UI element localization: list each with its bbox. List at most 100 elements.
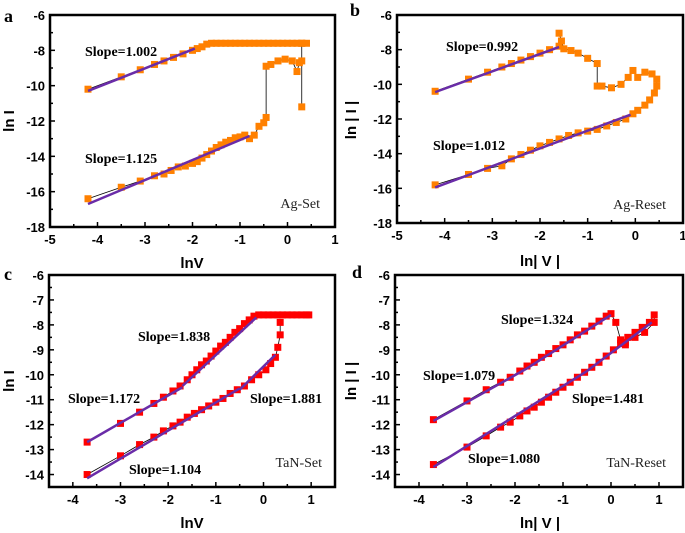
data-point-low xyxy=(650,318,658,326)
y-tick-label: -6 xyxy=(380,8,392,23)
data-point-high xyxy=(265,39,272,47)
plot-frame xyxy=(393,273,685,489)
data-point-high xyxy=(222,39,230,47)
data-point-low xyxy=(117,452,124,460)
y-tick-label: -10 xyxy=(26,79,45,94)
data-point-low xyxy=(190,409,198,417)
data-point-high xyxy=(269,39,277,47)
data-point-low xyxy=(629,66,637,74)
data-point-high xyxy=(198,361,206,369)
slope-label: Slope=1.481 xyxy=(572,392,644,407)
plot-frame xyxy=(47,273,337,489)
y-tick-label: -12 xyxy=(26,114,45,129)
y-tick-label: -11 xyxy=(372,393,390,408)
data-point-low xyxy=(271,353,279,361)
data-point-low xyxy=(624,333,632,341)
plot-frame xyxy=(395,13,685,225)
sample-label: Ag-Set xyxy=(280,197,320,212)
panel-letter: d xyxy=(352,262,362,282)
y-tick-label: -11 xyxy=(26,393,44,408)
data-point-low xyxy=(298,103,306,111)
data-point-high xyxy=(283,311,291,319)
panel-letter: b xyxy=(350,0,360,20)
slope-label: Slope=1.881 xyxy=(250,392,322,407)
y-tick-label: -14 xyxy=(25,468,45,483)
y-tick-label: -7 xyxy=(378,293,390,308)
data-point-low xyxy=(612,118,620,126)
data-point-low xyxy=(159,427,167,435)
fit-line xyxy=(586,321,653,373)
data-point-high xyxy=(523,362,531,370)
data-point-low xyxy=(497,423,505,431)
x-tick-label: -4 xyxy=(439,228,451,243)
data-point-low xyxy=(274,343,282,351)
data-point-high xyxy=(250,312,258,320)
data-point-high xyxy=(236,39,244,47)
slope-label: Slope=1.838 xyxy=(138,330,210,345)
data-point-high xyxy=(516,367,524,375)
data-point-low xyxy=(482,432,490,440)
data-point-high xyxy=(183,376,191,384)
y-tick-label: -6 xyxy=(378,268,390,283)
data-point-low xyxy=(276,331,284,339)
data-point-high xyxy=(84,85,92,93)
data-point-low xyxy=(617,80,625,88)
x-tick-label: -1 xyxy=(582,228,594,243)
y-tick-label: -14 xyxy=(373,147,393,162)
fit-line xyxy=(87,47,196,93)
panel-c: c-4 -3 -2 -1 0 1-14-13-12-11-10-9-8-7-6lnVln … xyxy=(1,264,337,532)
sample-label: TaN-Set xyxy=(276,456,323,471)
data-point-low xyxy=(634,73,642,81)
data-point-high xyxy=(217,342,225,350)
data-point-low xyxy=(222,138,230,146)
data-point-low xyxy=(136,441,144,449)
data-point-high xyxy=(303,39,310,47)
data-point-low xyxy=(231,134,239,142)
data-point-low xyxy=(530,403,538,411)
data-point-low xyxy=(83,471,91,479)
y-tick-label: -8 xyxy=(380,43,392,58)
data-point-high xyxy=(255,39,263,47)
data-point-low xyxy=(560,45,568,53)
y-tick-label: -16 xyxy=(26,185,45,200)
y-tick-label: -18 xyxy=(26,220,45,235)
data-point-low xyxy=(650,311,658,319)
data-point-high xyxy=(226,333,234,341)
x-tick-label: -1 xyxy=(234,232,246,247)
fit-line xyxy=(238,353,277,391)
y-axis-title: ln | I | xyxy=(343,362,360,400)
data-point-low xyxy=(236,133,244,141)
data-point-low xyxy=(648,70,656,78)
data-point-low xyxy=(645,318,653,326)
data-point-low xyxy=(429,461,437,469)
x-tick-label: -1 xyxy=(210,492,222,507)
data-point-low xyxy=(262,62,270,70)
data-point-high xyxy=(555,42,563,50)
x-tick-label: -2 xyxy=(162,492,174,507)
y-tick-label: -14 xyxy=(371,468,391,483)
x-axis-title: lnV xyxy=(180,255,203,272)
data-point-low xyxy=(598,82,606,90)
data-point-high xyxy=(203,40,211,48)
y-axis-title: ln | I | xyxy=(343,101,360,139)
data-point-low xyxy=(537,398,545,406)
data-point-low xyxy=(298,57,306,65)
data-point-low xyxy=(262,366,270,374)
data-point-high xyxy=(236,325,244,333)
data-point-low xyxy=(169,422,177,430)
data-point-low xyxy=(638,323,646,331)
data-point-high xyxy=(240,320,248,328)
x-tick-label: -4 xyxy=(413,492,425,507)
data-point-low xyxy=(276,318,284,326)
data-point-high xyxy=(279,39,287,47)
x-tick-label: 0 xyxy=(607,492,614,507)
data-point-low xyxy=(227,136,234,144)
data-point-low xyxy=(281,55,289,63)
slope-label: Slope=1.079 xyxy=(423,369,495,384)
y-tick-label: -10 xyxy=(25,368,44,383)
data-point-high xyxy=(293,311,301,319)
x-tick-label: -2 xyxy=(509,492,521,507)
data-point-low xyxy=(593,125,601,133)
data-point-low xyxy=(267,360,275,368)
